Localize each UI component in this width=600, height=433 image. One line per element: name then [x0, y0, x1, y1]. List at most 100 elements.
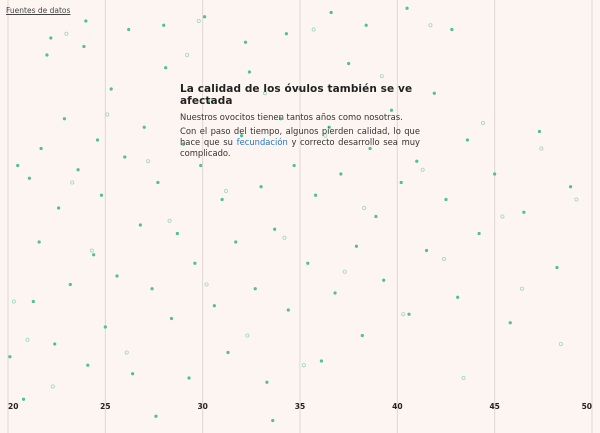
- data-point-filled: [319, 359, 324, 363]
- data-point-filled: [45, 53, 49, 57]
- x-tick-label-25: 25: [100, 402, 110, 411]
- data-point-filled: [16, 163, 20, 168]
- data-point-hollow: [480, 121, 485, 126]
- textbox-title: La calidad de los óvulos también se ve a…: [180, 83, 413, 107]
- data-point-filled: [568, 185, 573, 189]
- data-point-filled: [364, 23, 368, 27]
- data-point-filled: [99, 193, 104, 197]
- data-point-filled: [382, 278, 386, 282]
- data-point-filled: [286, 308, 290, 312]
- x-tick-label-40: 40: [392, 402, 402, 411]
- data-point-filled: [273, 227, 277, 231]
- data-point-filled: [259, 185, 263, 189]
- data-point-filled: [360, 333, 364, 338]
- data-point-filled: [21, 397, 26, 401]
- data-point-hollow: [401, 312, 406, 317]
- data-point-filled: [247, 70, 251, 74]
- data-point-filled: [187, 376, 191, 380]
- data-point-filled: [415, 159, 419, 163]
- data-point-hollow: [574, 197, 579, 202]
- data-point-filled: [220, 197, 224, 202]
- data-point-filled: [164, 66, 168, 70]
- data-point-filled: [265, 380, 269, 384]
- data-point-filled: [193, 261, 197, 265]
- data-point-filled: [292, 163, 296, 168]
- data-point-hollow: [519, 286, 524, 291]
- data-point-filled: [199, 163, 203, 168]
- data-point-hollow: [442, 256, 447, 261]
- data-point-filled: [138, 223, 142, 227]
- data-point-filled: [327, 125, 331, 129]
- data-point-filled: [354, 244, 359, 248]
- data-point-filled: [82, 44, 86, 49]
- data-point-filled: [368, 146, 372, 151]
- data-point-hollow: [224, 188, 229, 193]
- data-point-filled: [555, 265, 559, 270]
- data-point-hollow: [245, 333, 250, 338]
- data-point-hollow: [64, 31, 69, 36]
- textbox-paragraph-2: Con el paso del tiempo, algunos pierden …: [180, 126, 420, 159]
- data-point-hollow: [70, 180, 75, 185]
- data-point-filled: [154, 414, 158, 418]
- data-point-filled: [206, 100, 211, 104]
- data-point-filled: [243, 40, 248, 44]
- data-point-filled: [115, 274, 119, 278]
- data-point-hollow: [185, 53, 190, 58]
- data-point-hollow: [124, 350, 129, 355]
- data-point-hollow: [262, 91, 267, 96]
- data-points: [8, 6, 579, 423]
- data-point-filled: [508, 321, 512, 325]
- data-point-hollow: [342, 269, 347, 274]
- data-point-filled: [84, 19, 88, 23]
- data-point-hollow: [379, 74, 384, 79]
- data-point-filled: [450, 27, 454, 32]
- data-point-filled: [456, 295, 460, 299]
- x-tick-label-20: 20: [8, 402, 18, 411]
- data-point-hollow: [428, 23, 433, 28]
- data-point-filled: [156, 180, 160, 185]
- data-point-filled: [95, 138, 100, 142]
- paragraph-2-start: Con el paso del tiempo, algunos pierden …: [180, 126, 420, 147]
- data-point-filled: [181, 142, 185, 146]
- data-point-filled: [39, 146, 43, 151]
- data-point-hollow: [500, 214, 505, 219]
- gridlines: [7, 0, 593, 433]
- data-point-filled: [240, 134, 244, 138]
- data-point-filled: [432, 91, 436, 95]
- data-point-filled: [226, 350, 230, 355]
- data-point-filled: [465, 138, 470, 142]
- data-point-hollow: [558, 341, 563, 346]
- data-point-filled: [234, 240, 238, 244]
- data-point-filled: [477, 231, 481, 236]
- textbox-paragraph-1: Nuestros ovocitos tienen tantos años com…: [180, 112, 403, 122]
- data-point-filled: [103, 325, 107, 329]
- data-point-filled: [407, 312, 411, 316]
- data-point-hollow: [11, 299, 16, 304]
- data-sources-link[interactable]: Fuentes de datos: [6, 6, 71, 15]
- data-point-filled: [27, 176, 32, 180]
- data-point-filled: [284, 32, 288, 36]
- data-point-filled: [278, 117, 283, 121]
- data-point-filled: [329, 10, 333, 15]
- data-point-hollow: [204, 282, 209, 287]
- data-point-filled: [150, 287, 154, 291]
- data-point-hollow: [362, 205, 367, 210]
- data-point-filled: [53, 342, 57, 346]
- data-point-hollow: [196, 18, 201, 23]
- data-point-filled: [62, 117, 67, 121]
- data-point-filled: [537, 129, 542, 134]
- data-point-filled: [374, 214, 378, 219]
- data-point-filled: [127, 27, 131, 32]
- x-tick-label-30: 30: [197, 402, 207, 411]
- data-point-filled: [86, 363, 90, 367]
- data-point-filled: [347, 61, 351, 66]
- info-textbox: La calidad de los óvulos también se ve a…: [180, 83, 420, 162]
- data-point-filled: [68, 282, 72, 287]
- data-point-hollow: [323, 133, 328, 138]
- data-point-filled: [405, 6, 409, 10]
- fecundacion-link[interactable]: fecundación: [236, 137, 288, 147]
- data-point-filled: [212, 304, 216, 308]
- data-point-filled: [8, 355, 12, 359]
- x-tick-label-35: 35: [295, 402, 305, 411]
